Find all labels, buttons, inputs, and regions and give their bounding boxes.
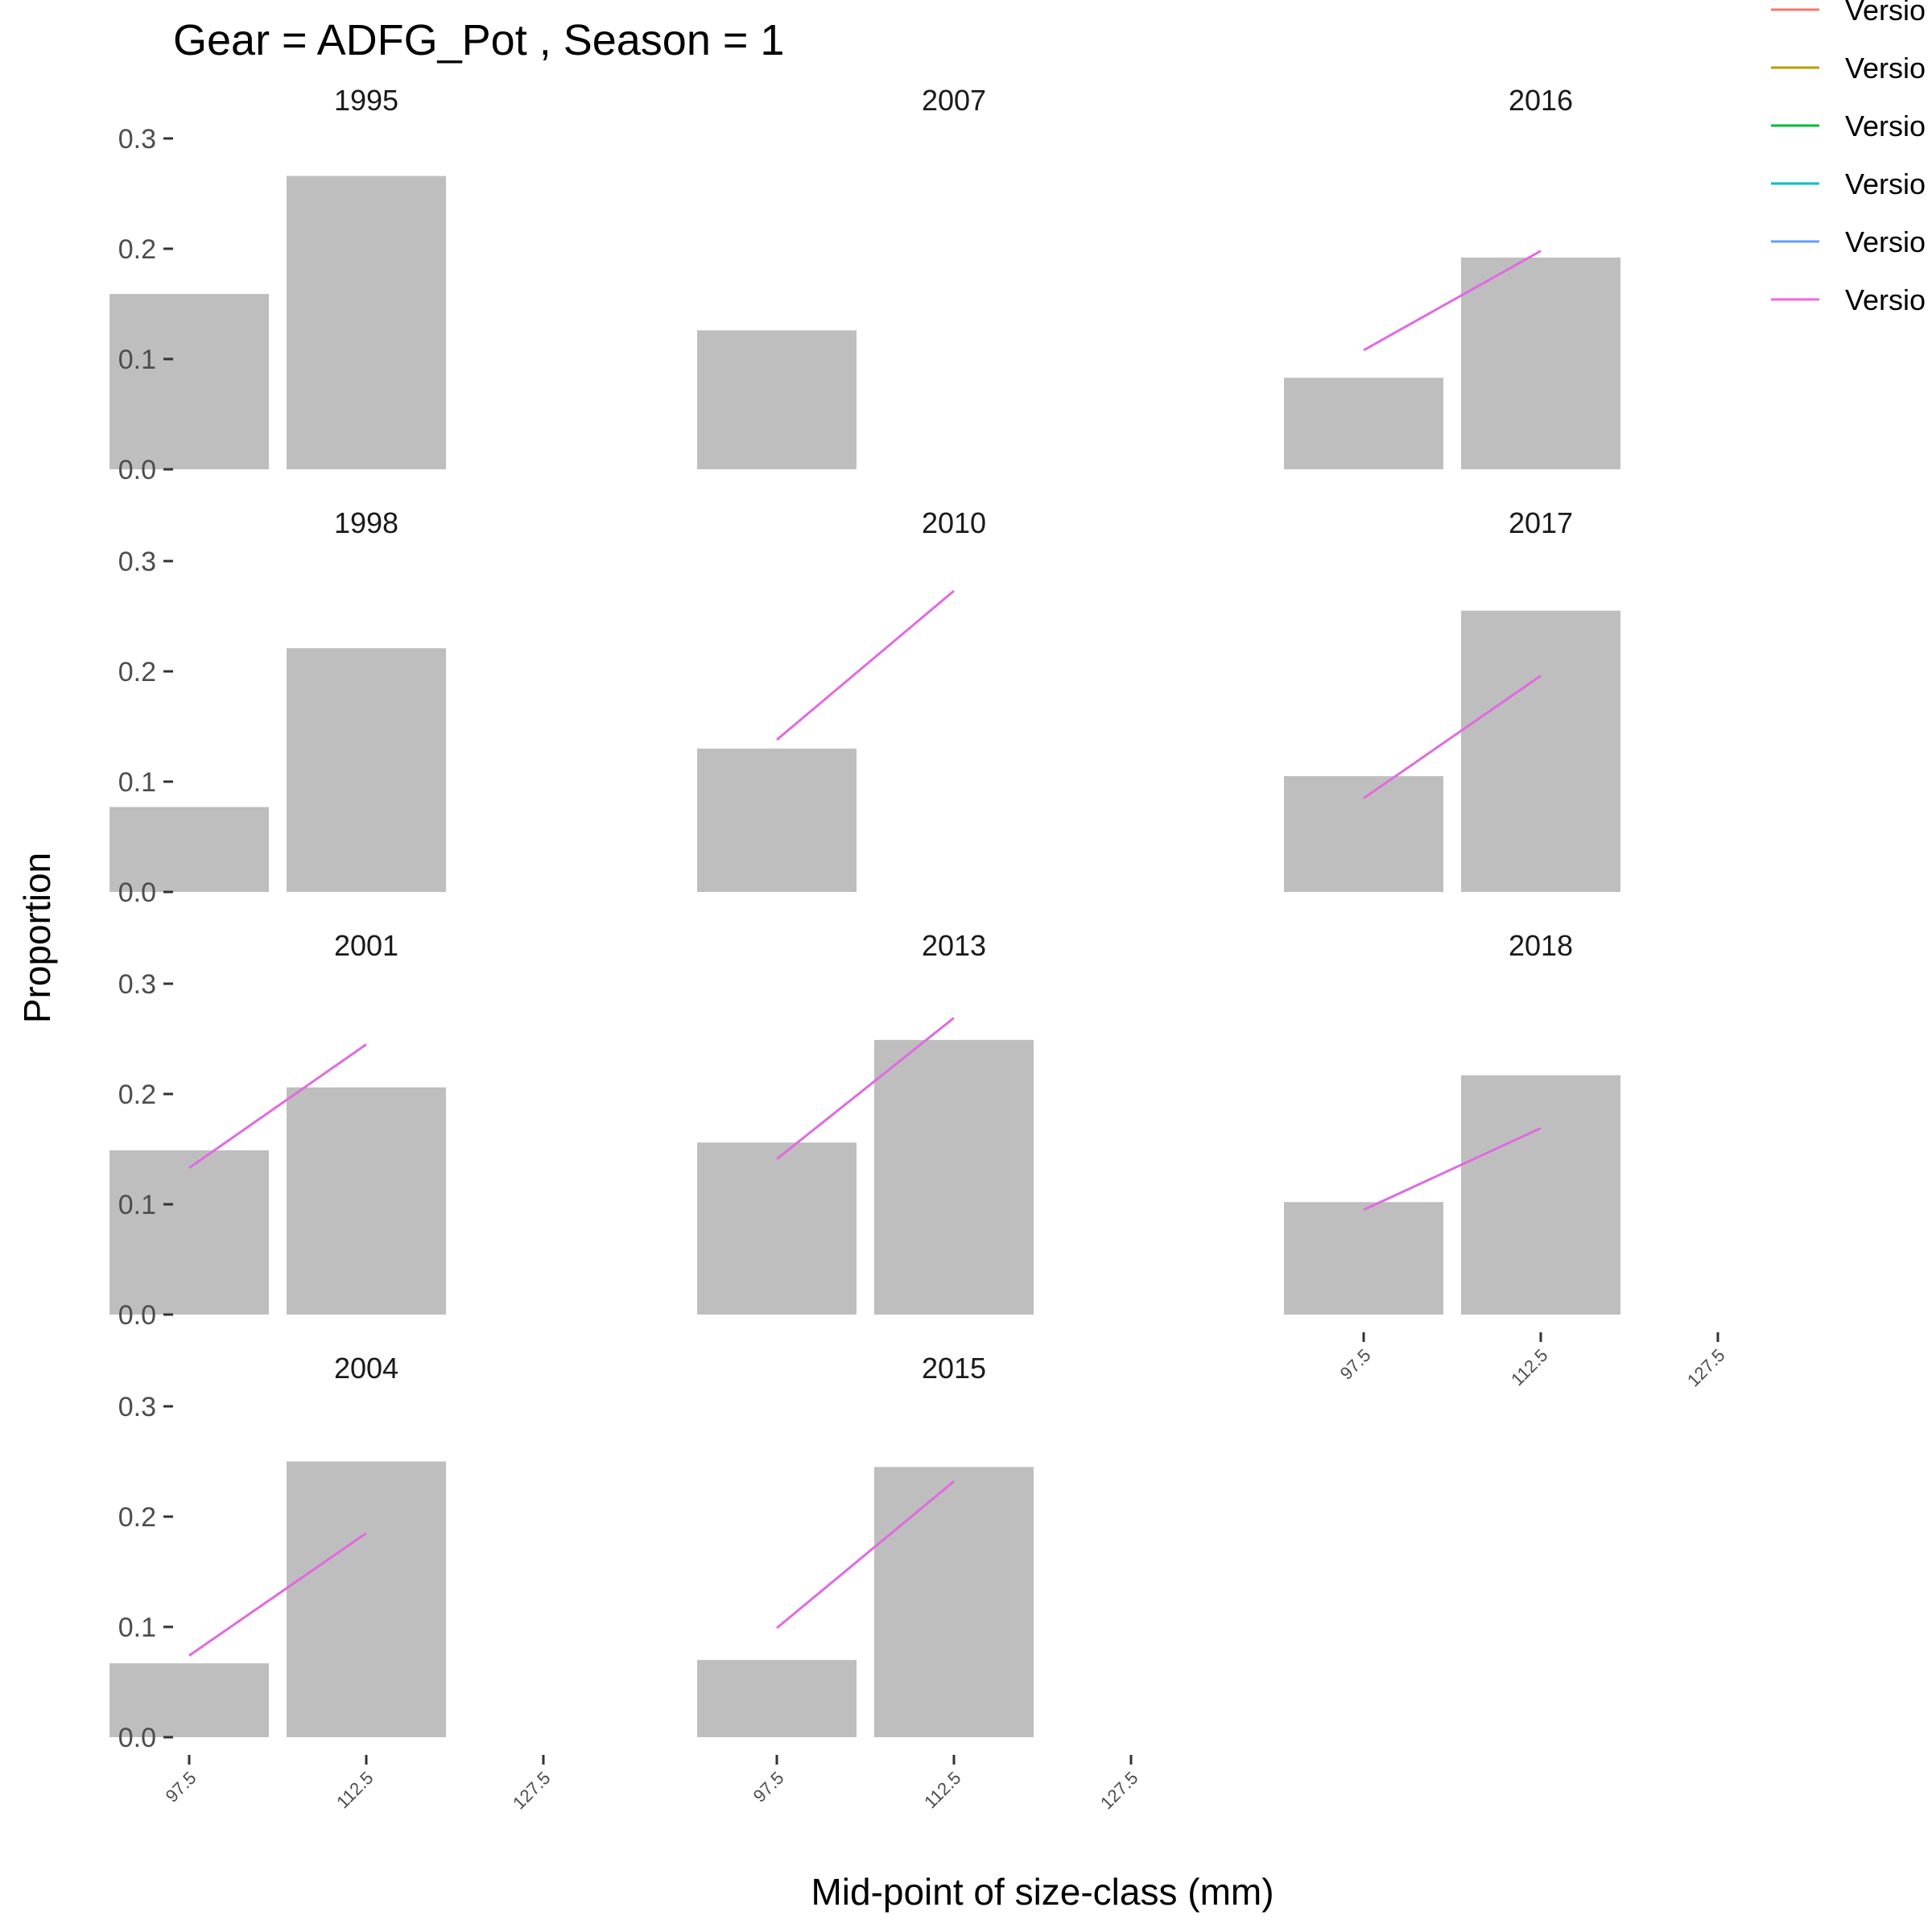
y-tick-label: 0.3 bbox=[118, 547, 156, 577]
panel-2004: 2004 0.0 0.1 0.2 0.3 97.5 112.5 127.5 bbox=[109, 1352, 555, 1813]
y-tick-label: 0.0 bbox=[118, 877, 156, 908]
series-line bbox=[776, 1017, 955, 1161]
y-tick-label: 0.1 bbox=[118, 1190, 156, 1220]
legend-label: Versio bbox=[1845, 225, 1926, 258]
y-tick-label: 0.2 bbox=[118, 234, 156, 265]
panel-strip-label: 1995 bbox=[334, 84, 398, 117]
bar bbox=[697, 1142, 857, 1315]
panel-strip-label: 2016 bbox=[1509, 84, 1573, 117]
panel-strip-label: 2015 bbox=[922, 1352, 986, 1385]
bar bbox=[287, 648, 446, 892]
bar bbox=[1461, 257, 1620, 469]
panel-2016: 2016 bbox=[1284, 84, 1620, 469]
y-tick-label: 0.3 bbox=[118, 969, 156, 1000]
x-tick-label: 127.5 bbox=[1683, 1345, 1729, 1391]
panel-strip-label: 2004 bbox=[334, 1352, 398, 1385]
y-tick-label: 0.2 bbox=[118, 1080, 156, 1110]
bar bbox=[697, 330, 857, 469]
panel-2013: 2013 bbox=[697, 929, 1034, 1315]
series-line bbox=[188, 1532, 367, 1657]
bar bbox=[874, 1467, 1034, 1737]
panel-strip-label: 2018 bbox=[1509, 929, 1573, 962]
bar bbox=[287, 1087, 446, 1315]
panel-1998: 1998 0.0 0.1 0.2 0.3 bbox=[109, 506, 446, 908]
bar bbox=[287, 1461, 446, 1737]
panel-strip-label: 2017 bbox=[1509, 506, 1573, 539]
panel-strip-label: 2010 bbox=[922, 506, 986, 539]
y-tick-label: 0.0 bbox=[118, 455, 156, 485]
series-line bbox=[188, 1043, 367, 1170]
legend: Versio Versio Versio Versio Versio Versio bbox=[1771, 0, 1926, 316]
panel-2007: 2007 bbox=[697, 84, 986, 469]
bar bbox=[1284, 378, 1443, 469]
panel-strip-label: 2001 bbox=[334, 929, 398, 962]
bar bbox=[697, 748, 857, 892]
legend-label: Versio bbox=[1845, 167, 1926, 200]
panel-2015: 2015 97.5 112.5 127.5 bbox=[697, 1352, 1142, 1813]
bar bbox=[1284, 776, 1443, 892]
bar bbox=[109, 294, 269, 469]
legend-label: Versio bbox=[1845, 283, 1926, 316]
series-line bbox=[1363, 1127, 1542, 1212]
y-tick-label: 0.1 bbox=[118, 345, 156, 375]
bar bbox=[697, 1660, 857, 1737]
panel-strip-label: 1998 bbox=[334, 506, 398, 539]
series-line bbox=[776, 589, 955, 741]
y-tick-label: 0.1 bbox=[118, 767, 156, 798]
y-tick-label: 0.0 bbox=[118, 1300, 156, 1331]
panel-2001: 2001 0.0 0.1 0.2 0.3 bbox=[109, 929, 446, 1331]
y-tick-label: 0.2 bbox=[118, 657, 156, 687]
y-axis-label: Proportion bbox=[16, 852, 58, 1023]
x-axis-label: Mid-point of size-class (mm) bbox=[811, 1871, 1274, 1913]
chart-title: Gear = ADFG_Pot , Season = 1 bbox=[173, 16, 784, 64]
series-line bbox=[1363, 675, 1542, 799]
bar bbox=[1461, 1075, 1620, 1315]
panel-strip-label: 2013 bbox=[922, 929, 986, 962]
bar bbox=[287, 175, 446, 469]
x-tick-label: 127.5 bbox=[509, 1768, 555, 1814]
x-tick-label: 112.5 bbox=[1507, 1345, 1551, 1389]
y-tick-label: 0.2 bbox=[118, 1502, 156, 1533]
x-tick-label: 127.5 bbox=[1096, 1768, 1142, 1814]
x-tick-label: 97.5 bbox=[162, 1768, 200, 1806]
bar bbox=[109, 1663, 269, 1737]
legend-label: Versio bbox=[1845, 0, 1926, 27]
bar bbox=[109, 807, 269, 892]
series-line bbox=[1363, 250, 1542, 352]
panel-2017: 2017 bbox=[1284, 506, 1620, 892]
x-tick-label: 97.5 bbox=[1336, 1345, 1375, 1384]
x-tick-label: 112.5 bbox=[332, 1768, 377, 1812]
y-tick-label: 0.3 bbox=[118, 1392, 156, 1422]
series-line bbox=[776, 1480, 955, 1629]
x-tick-label: 97.5 bbox=[749, 1768, 788, 1806]
legend-label: Versio bbox=[1845, 52, 1926, 85]
x-tick-label: 112.5 bbox=[920, 1768, 964, 1812]
bar bbox=[1284, 1202, 1443, 1315]
panel-1995: 1995 0.0 0.1 0.2 0.3 bbox=[109, 84, 446, 485]
bar bbox=[1461, 610, 1620, 892]
y-tick-label: 0.0 bbox=[118, 1723, 156, 1753]
y-tick-label: 0.1 bbox=[118, 1612, 156, 1643]
panel-2010: 2010 bbox=[697, 506, 986, 892]
bar bbox=[874, 1039, 1034, 1315]
facet-panels: 1995 0.0 0.1 0.2 0.3 2007 2016 1998 0.0 0.1 0.2 0.3… bbox=[109, 84, 1729, 1813]
y-tick-label: 0.3 bbox=[118, 124, 156, 155]
panel-strip-label: 2007 bbox=[922, 84, 986, 117]
panel-2018: 2018 97.5 112.5 127.5 bbox=[1284, 929, 1729, 1390]
legend-label: Versio bbox=[1845, 109, 1926, 142]
bar bbox=[109, 1150, 269, 1315]
